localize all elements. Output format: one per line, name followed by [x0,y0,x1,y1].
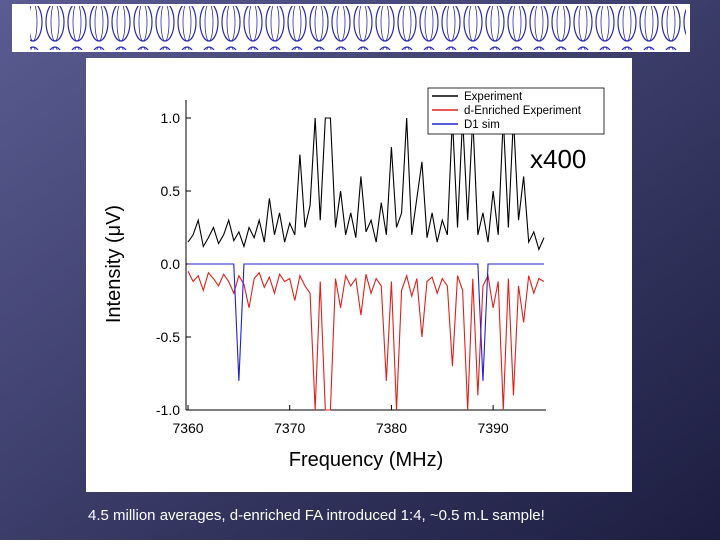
annotation: x400 [530,144,586,174]
x-tick-label: 7360 [172,420,203,436]
legend: Experiment d-Enriched Experiment D1 sim [427,87,605,135]
legend-label: D1 sim [464,119,500,131]
legend-label: Experiment [464,91,523,103]
caption: 4.5 million averages, d-enriched FA intr… [88,507,545,524]
y-tick-label: 0.0 [161,256,181,272]
x-tick-label: 7390 [478,420,509,436]
plot: 1.0 0.5 0.0 -0.5 -1.0 7360 7370 7380 7390 [156,100,546,436]
x-axis-label: Frequency (MHz) [289,449,443,471]
banner-pattern [30,6,686,50]
y-tick-label: 0.5 [161,183,181,199]
legend-label: d-Enriched Experiment [464,105,582,117]
y-tick-label: 1.0 [161,110,181,126]
series-line [188,263,544,381]
y-tick-label: -1.0 [156,402,180,418]
y-tick-label: -0.5 [156,329,180,345]
series-line [187,117,545,252]
y-axis-label: Intensity (μV) [103,205,125,323]
x-tick-label: 7370 [274,420,305,436]
x-tick-label: 7380 [376,420,407,436]
series-line [187,271,545,411]
